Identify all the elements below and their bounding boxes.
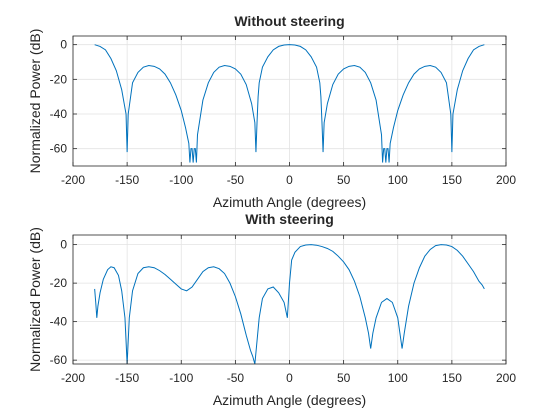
y-tick-label: -60 xyxy=(50,353,68,367)
x-tick-label: 50 xyxy=(337,371,351,385)
y-tick-label: -40 xyxy=(50,315,68,329)
x-axis-label: Azimuth Angle (degrees) xyxy=(213,392,366,408)
x-tick-label: 0 xyxy=(286,371,293,385)
x-tick-label: 100 xyxy=(388,371,408,385)
series-line xyxy=(94,44,485,163)
y-tick-label: -60 xyxy=(50,142,68,156)
x-tick-label: -50 xyxy=(227,173,245,187)
x-tick-label: -150 xyxy=(115,371,139,385)
x-tick-label: 200 xyxy=(496,173,516,187)
y-tick-label: -20 xyxy=(50,72,68,86)
chart-title: Without steering xyxy=(234,13,344,29)
bottom-subplot: -200 -150 -100 -50 0 50 100 150 200 0 -20 -40 -60 Wi… xyxy=(27,211,516,408)
y-tick-label: -40 xyxy=(50,107,68,121)
y-tick-label: 0 xyxy=(60,38,67,52)
x-tick-label: 100 xyxy=(388,173,408,187)
x-tick-label: -150 xyxy=(115,173,139,187)
series-line xyxy=(94,244,485,365)
x-tick-label: 50 xyxy=(337,173,351,187)
x-tick-label: -100 xyxy=(169,371,193,385)
x-tick-label: -200 xyxy=(61,173,85,187)
x-tick-label: -200 xyxy=(61,371,85,385)
ticks: -200 -150 -100 -50 0 50 100 150 200 0 -20 -40 -60 xyxy=(50,36,516,187)
x-tick-label: -50 xyxy=(227,371,245,385)
y-tick-label: -20 xyxy=(50,276,68,290)
y-tick-label: 0 xyxy=(60,238,67,252)
x-tick-label: 150 xyxy=(442,173,462,187)
x-tick-label: -100 xyxy=(169,173,193,187)
x-tick-label: 200 xyxy=(496,371,516,385)
chart-title: With steering xyxy=(245,211,334,227)
top-subplot: -200 -150 -100 -50 0 50 100 150 200 0 -20 -40 -60 Wi… xyxy=(27,13,516,210)
ticks: -200 -150 -100 -50 0 50 100 150 200 0 -20 -40 -60 xyxy=(50,235,516,385)
y-axis-label: Normalized Power (dB) xyxy=(27,227,43,372)
y-axis-label: Normalized Power (dB) xyxy=(27,29,43,174)
x-tick-label: 0 xyxy=(286,173,293,187)
x-axis-label: Azimuth Angle (degrees) xyxy=(213,194,366,210)
x-tick-label: 150 xyxy=(442,371,462,385)
